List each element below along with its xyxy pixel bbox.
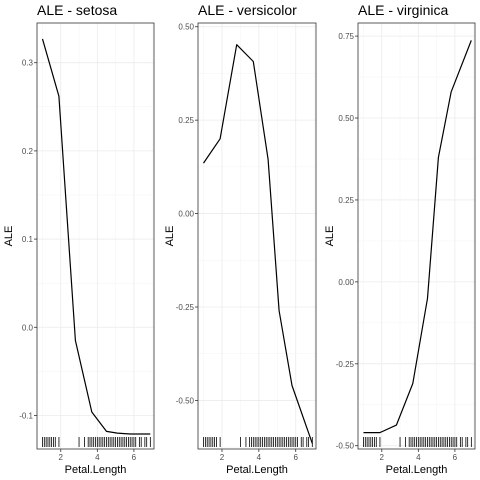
panel-border <box>36 22 155 450</box>
x-tick-label: 6 <box>293 453 298 462</box>
x-tick-label: 6 <box>453 453 458 462</box>
x-tick-label: 6 <box>132 453 137 462</box>
x-tick-label: 4 <box>257 453 262 462</box>
panel-0: 2 4 6 -0.1 0.0 0.1 0.2 0.3 ALE - setosa Petal.Len… <box>3 2 155 476</box>
panel-border <box>197 22 317 450</box>
panel-title: ALE - virginica <box>358 2 448 18</box>
y-tick-label: 0.75 <box>338 32 354 41</box>
panel-title: ALE - setosa <box>37 2 117 18</box>
y-tick-label: 0.2 <box>22 147 34 156</box>
panel-border <box>357 22 476 450</box>
y-tick-label: 0.00 <box>338 278 354 287</box>
y-tick-label: 0.50 <box>338 114 354 123</box>
y-axis-title: ALE <box>164 226 176 247</box>
x-tick-label: 2 <box>220 453 225 462</box>
y-tick-label: 0.25 <box>338 196 354 205</box>
panel-title: ALE - versicolor <box>198 2 297 18</box>
y-axis-title: ALE <box>3 226 15 247</box>
panel-1: 2 4 6 -0.50 -0.25 0.00 0.25 0.50 ALE - versicolo… <box>164 2 317 476</box>
x-axis-title: Petal.Length <box>386 464 448 476</box>
y-tick-label: 0.50 <box>178 23 194 32</box>
ale-series-line <box>41 38 151 435</box>
y-tick-label: -0.25 <box>336 360 355 369</box>
x-tick-label: 2 <box>59 453 64 462</box>
y-tick-label: 0.0 <box>22 323 34 332</box>
y-tick-label: 0.25 <box>178 116 194 125</box>
y-tick-label: -0.25 <box>176 303 195 312</box>
y-tick-label: -0.1 <box>19 411 33 420</box>
y-axis-title: ALE <box>324 226 336 247</box>
y-tick-label: -0.50 <box>176 396 195 405</box>
y-tick-label: 0.00 <box>178 210 194 219</box>
panel-2: 2 4 6 -0.50 -0.25 0.00 0.25 0.50 0.75 ALE - virgi… <box>324 2 476 476</box>
x-tick-label: 2 <box>380 453 385 462</box>
ale-series-line <box>363 40 472 434</box>
ale-series-line <box>203 44 313 444</box>
y-tick-label: 0.1 <box>22 235 34 244</box>
x-tick-label: 4 <box>95 453 100 462</box>
x-tick-label: 4 <box>416 453 421 462</box>
y-tick-label: -0.50 <box>336 442 355 451</box>
x-axis-title: Petal.Length <box>226 464 288 476</box>
x-axis-title: Petal.Length <box>65 464 127 476</box>
y-tick-label: 0.3 <box>22 59 34 68</box>
